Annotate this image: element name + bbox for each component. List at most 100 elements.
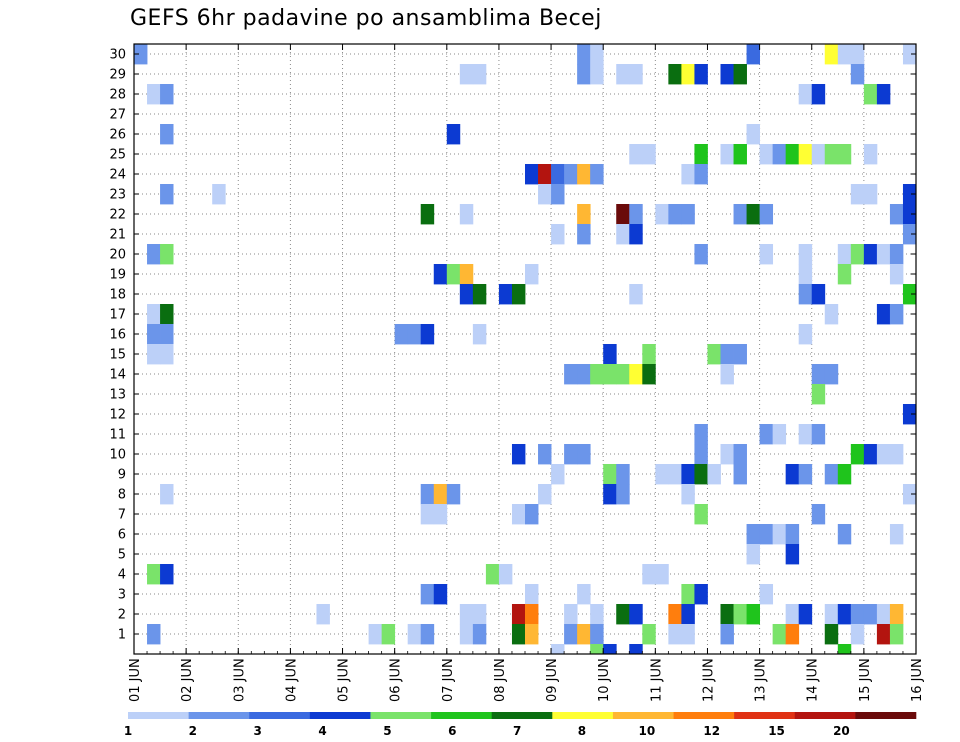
y-tick-label: 29	[109, 68, 126, 83]
heat-cell	[160, 344, 174, 365]
heat-cell	[511, 444, 526, 465]
x-tick-label: 12 JUN	[701, 658, 716, 702]
heat-cell	[485, 564, 500, 585]
heat-cell	[694, 164, 708, 185]
heat-cell	[655, 204, 669, 225]
heat-cell	[863, 84, 878, 105]
heat-cell	[850, 624, 865, 645]
heat-cell	[668, 604, 682, 625]
heat-cell	[147, 564, 161, 585]
heat-cell	[642, 364, 656, 385]
heat-cell	[863, 604, 878, 625]
heat-cell	[681, 204, 695, 225]
heat-cell	[407, 324, 422, 345]
heat-cell	[577, 224, 591, 245]
legend-swatch	[855, 712, 917, 719]
legend-label: 5	[383, 724, 391, 738]
heat-cell	[551, 164, 565, 185]
y-tick-label: 6	[118, 528, 126, 543]
x-tick-label: 09 JUN	[545, 658, 560, 702]
heat-cell	[147, 344, 161, 365]
heat-cell	[459, 624, 474, 645]
heat-cell	[759, 584, 774, 605]
heat-cell	[876, 84, 891, 105]
legend-swatch	[552, 712, 614, 719]
heat-cell	[629, 364, 643, 385]
heat-cell	[459, 264, 474, 285]
heat-cell	[551, 644, 565, 655]
heat-cell	[720, 64, 734, 85]
heat-cell	[694, 444, 708, 465]
y-tick-label: 12	[109, 408, 126, 423]
y-tick-label: 4	[118, 568, 126, 583]
legend-label: 6	[448, 724, 456, 738]
heat-cell	[160, 124, 174, 145]
heat-cell	[446, 264, 461, 285]
heat-cell	[798, 144, 813, 165]
legend-label: 2	[189, 724, 197, 738]
heat-cell	[759, 204, 774, 225]
heat-cell	[863, 244, 878, 265]
y-tick-label: 28	[109, 88, 126, 103]
heat-cell	[720, 144, 734, 165]
heat-cell	[772, 144, 787, 165]
x-tick-label: 06 JUN	[389, 658, 404, 702]
heat-cell	[824, 44, 839, 65]
heat-cell	[733, 464, 747, 485]
heat-cell	[160, 324, 174, 345]
heat-cell	[655, 464, 669, 485]
heat-cell	[902, 404, 917, 425]
heat-cell	[733, 604, 747, 625]
y-tick-label: 5	[118, 548, 126, 563]
heat-cell	[590, 364, 604, 385]
heat-cell	[811, 144, 826, 165]
heat-cell	[733, 344, 747, 365]
heat-cell	[446, 484, 461, 505]
heat-cell	[837, 604, 852, 625]
y-tick-label: 20	[109, 248, 126, 263]
heat-cell	[511, 284, 526, 305]
heat-cell	[889, 524, 904, 545]
heat-cell	[316, 604, 330, 625]
heat-cell	[525, 504, 539, 525]
legend-swatch	[188, 712, 250, 719]
legend-swatch	[491, 712, 553, 719]
heat-cell	[616, 484, 630, 505]
heat-cell	[746, 544, 760, 565]
heat-cell	[590, 44, 604, 65]
heat-cell	[746, 124, 760, 145]
y-tick-label: 21	[109, 228, 126, 243]
heat-cell	[785, 464, 800, 485]
heat-cell	[642, 624, 656, 645]
heat-cell	[603, 464, 617, 485]
heat-cell	[629, 224, 643, 245]
y-tick-label: 2	[118, 608, 126, 623]
heat-cell	[785, 604, 800, 625]
heat-cell	[498, 564, 513, 585]
heat-cell	[889, 244, 904, 265]
legend-swatch	[734, 712, 796, 719]
heat-cell	[681, 484, 695, 505]
heat-cell	[824, 144, 839, 165]
heat-cell	[837, 244, 852, 265]
heat-cell	[876, 624, 891, 645]
heat-cell	[798, 604, 813, 625]
legend-label: 7	[513, 724, 521, 738]
heat-cell	[850, 244, 865, 265]
heat-cell	[811, 384, 826, 405]
heat-cell	[616, 364, 630, 385]
heat-cell	[876, 604, 891, 625]
heat-cell	[837, 144, 852, 165]
heat-cell	[668, 624, 682, 645]
x-tick-label: 07 JUN	[441, 658, 456, 702]
heat-cell	[212, 184, 226, 205]
y-tick-label: 23	[109, 188, 126, 203]
heat-cell	[134, 44, 148, 65]
legend-label: 15	[768, 724, 785, 738]
heat-cell	[759, 244, 774, 265]
heat-cell	[746, 524, 760, 545]
heat-cell	[433, 504, 448, 525]
legend-label: 12	[703, 724, 720, 738]
heat-cell	[811, 284, 826, 305]
heat-cell	[498, 284, 513, 305]
